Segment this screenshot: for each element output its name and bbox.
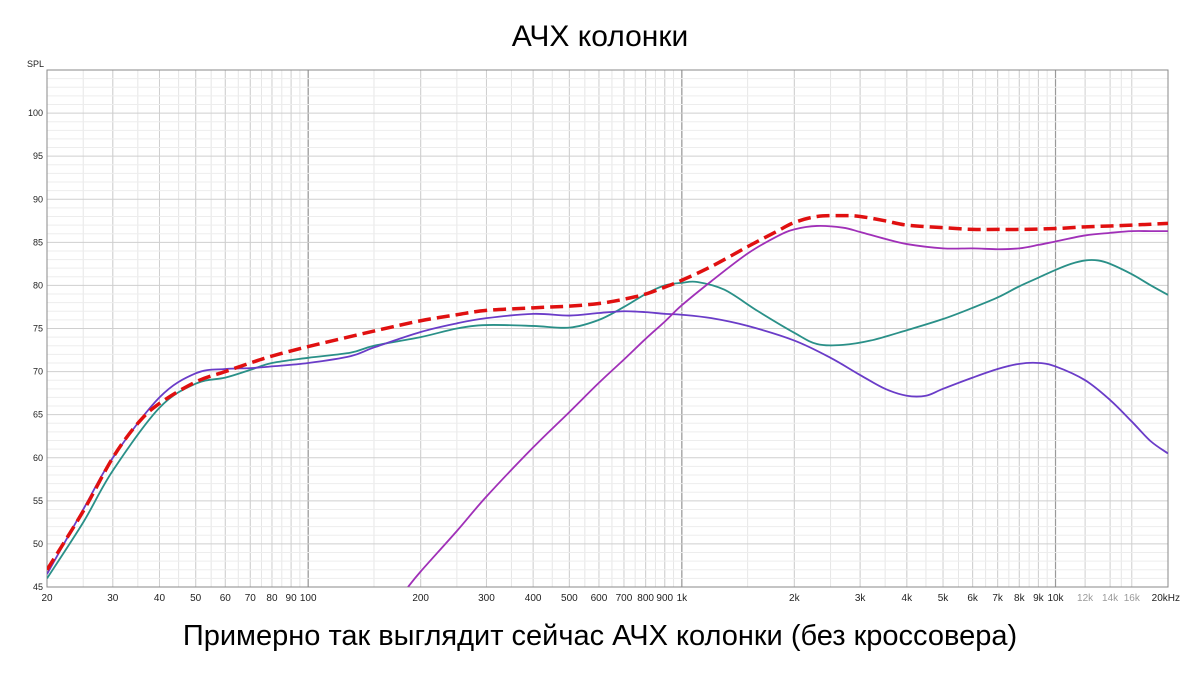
x-tick-label: 40 [154, 593, 166, 604]
x-tick-label: 200 [412, 593, 429, 604]
x-tick-label: 6k [967, 593, 979, 604]
y-tick-label: 45 [33, 582, 43, 592]
x-tick-label: 900 [656, 593, 673, 604]
x-tick-label: 400 [525, 593, 542, 604]
x-tick-label: 12k [1077, 593, 1094, 604]
x-tick-label: 300 [478, 593, 495, 604]
series-line-3 [407, 225, 1168, 587]
y-tick-label: 55 [33, 496, 43, 506]
x-tick-label: 16k [1124, 593, 1141, 604]
series-line-4 [47, 213, 1168, 571]
y-axis-label: SPL [27, 59, 44, 69]
chart-title: АЧХ колонки [511, 20, 689, 53]
y-tick-label: 85 [33, 237, 43, 247]
plot-frame [46, 69, 1169, 588]
x-tick-label: 5k [938, 593, 950, 604]
x-tick-label: 14k [1102, 593, 1119, 604]
x-tick-label: 8k [1014, 593, 1026, 604]
x-tick-label: 2k [789, 593, 801, 604]
x-tick-label: 60 [220, 593, 232, 604]
x-tick-label: 100 [300, 593, 317, 604]
x-tick-label: 500 [561, 593, 578, 604]
series-line-1 [47, 259, 1168, 579]
x-tick-label: 20 [41, 593, 53, 604]
x-tick-label: 70 [245, 593, 257, 604]
x-tick-label: 90 [286, 593, 298, 604]
chart-caption: Примерно так выглядит сейчас АЧХ колонки… [182, 620, 1018, 652]
y-tick-label: 65 [33, 410, 43, 420]
x-tick-label: 30 [107, 593, 119, 604]
y-tick-label: 90 [33, 194, 43, 204]
x-tick-label: 800 [637, 593, 654, 604]
y-tick-label: 70 [33, 367, 43, 377]
y-tick-label: 95 [33, 151, 43, 161]
series-line-2 [47, 310, 1168, 575]
y-tick-label: 80 [33, 280, 43, 290]
x-tick-label: 7k [992, 593, 1004, 604]
x-tick-label: 10k [1047, 593, 1064, 604]
x-tick-label: 20kHz [1152, 593, 1180, 604]
x-tick-label: 80 [266, 593, 278, 604]
y-tick-label: 50 [33, 539, 43, 549]
x-tick-label: 3k [855, 593, 867, 604]
x-tick-label: 50 [190, 593, 202, 604]
x-tick-label: 9k [1033, 593, 1045, 604]
grid [46, 69, 1169, 588]
x-tick-label: 700 [616, 593, 633, 604]
x-tick-label: 600 [591, 593, 608, 604]
y-tick-label: 100 [28, 108, 43, 118]
x-tick-label: 4k [902, 593, 914, 604]
y-tick-label: 75 [33, 324, 43, 334]
x-tick-label: 1k [677, 593, 689, 604]
y-tick-label: 60 [33, 453, 43, 463]
